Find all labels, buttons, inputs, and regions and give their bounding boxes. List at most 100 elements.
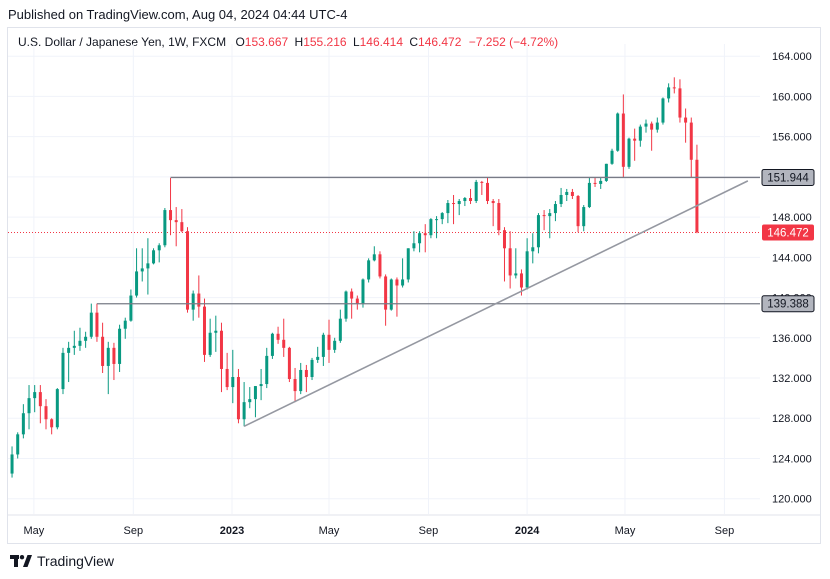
y-tick-label: 160.000 bbox=[772, 91, 812, 103]
candle-body bbox=[604, 163, 608, 181]
candle-body bbox=[508, 248, 512, 276]
candle-body bbox=[21, 413, 25, 435]
candle-body bbox=[129, 295, 133, 321]
candle-body bbox=[695, 159, 699, 233]
candle-body bbox=[457, 201, 461, 205]
candle-body bbox=[667, 87, 671, 99]
open-value: 153.667 bbox=[244, 35, 289, 49]
candle-body bbox=[270, 333, 274, 356]
high-label: H bbox=[294, 35, 304, 49]
candle-body bbox=[231, 377, 235, 388]
x-tick-label: May bbox=[319, 525, 340, 537]
candle-body bbox=[327, 334, 331, 350]
candle-body bbox=[565, 191, 569, 195]
candle-body bbox=[536, 215, 540, 248]
y-tick-label: 124.000 bbox=[772, 453, 812, 465]
tradingview-brand[interactable]: TradingView bbox=[10, 553, 114, 569]
candle-body bbox=[55, 389, 59, 428]
published-caption: Published on TradingView.com, Aug 04, 20… bbox=[8, 7, 348, 22]
candle-body bbox=[355, 298, 359, 304]
candle-body bbox=[67, 347, 71, 353]
candle-body bbox=[33, 392, 37, 399]
candle-body bbox=[452, 203, 456, 205]
candle-body bbox=[486, 182, 490, 202]
change-value: −7.252 (−4.72%) bbox=[468, 35, 559, 49]
candle-body bbox=[157, 245, 161, 251]
x-tick-label: May bbox=[23, 525, 44, 537]
candle-body bbox=[89, 312, 93, 337]
candle-body bbox=[389, 279, 393, 310]
x-tick-label: 2023 bbox=[220, 525, 244, 537]
x-tick-label: Sep bbox=[715, 525, 735, 537]
candle-body bbox=[519, 273, 523, 288]
candle-body bbox=[16, 434, 20, 455]
candle-body bbox=[84, 336, 88, 341]
candle-body bbox=[169, 210, 173, 221]
candle-body bbox=[610, 150, 614, 164]
candle-body bbox=[514, 273, 518, 276]
candle-body bbox=[463, 198, 467, 202]
candle-body bbox=[316, 356, 320, 360]
candle-body bbox=[548, 213, 552, 217]
candle-body bbox=[491, 201, 495, 204]
level-price-tag-box bbox=[761, 168, 815, 186]
tradingview-logo-icon bbox=[10, 555, 32, 567]
candle-body bbox=[140, 268, 144, 272]
candle-body bbox=[101, 336, 105, 366]
candle-body bbox=[655, 122, 659, 130]
candle-body bbox=[502, 230, 506, 249]
trend-line bbox=[243, 180, 749, 428]
x-tick-label: Sep bbox=[419, 525, 439, 537]
candle-body bbox=[38, 392, 42, 407]
candle-body bbox=[208, 332, 212, 355]
candle-body bbox=[50, 419, 54, 428]
level-price-tag-label: 139.388 bbox=[767, 299, 809, 311]
level-price-tag-box bbox=[761, 295, 815, 313]
chart-frame bbox=[7, 27, 821, 544]
candle-body bbox=[469, 198, 473, 202]
candle-body bbox=[367, 260, 371, 280]
candle-body bbox=[531, 247, 535, 252]
candle-body bbox=[633, 138, 637, 141]
last-price-tag-label: 146.472 bbox=[767, 227, 809, 239]
candle-body bbox=[282, 339, 286, 348]
candle-body bbox=[418, 233, 422, 244]
candle-body bbox=[276, 333, 280, 340]
candle-body bbox=[638, 126, 642, 141]
candle-body bbox=[123, 320, 127, 329]
last-price-tag-box bbox=[762, 224, 814, 241]
candle-body bbox=[202, 306, 206, 355]
candle-body bbox=[553, 204, 557, 214]
candle-body bbox=[174, 220, 178, 223]
candle-body bbox=[78, 340, 82, 346]
candle-body bbox=[378, 254, 382, 277]
candle-body bbox=[248, 399, 252, 403]
y-tick-label: 120.000 bbox=[772, 494, 812, 506]
candle-body bbox=[112, 347, 116, 364]
y-tick-label: 164.000 bbox=[772, 51, 812, 63]
candle-body bbox=[672, 87, 676, 89]
candle-body bbox=[186, 231, 190, 310]
x-tick-label: Sep bbox=[124, 525, 144, 537]
candle-body bbox=[118, 328, 122, 364]
low-value: 146.414 bbox=[359, 35, 404, 49]
open-label: O bbox=[235, 35, 245, 49]
close-label: C bbox=[409, 35, 419, 49]
candle-body bbox=[497, 203, 501, 231]
candle-body bbox=[214, 330, 218, 333]
x-tick-label: May bbox=[615, 525, 636, 537]
candle-body bbox=[72, 345, 76, 348]
high-value: 155.216 bbox=[303, 35, 347, 49]
candle-body bbox=[661, 98, 665, 123]
candle-body bbox=[333, 340, 337, 350]
brand-name: TradingView bbox=[37, 553, 115, 569]
candle-body bbox=[27, 398, 31, 414]
candle-body bbox=[684, 117, 688, 123]
candle-body bbox=[106, 347, 110, 366]
y-tick-label: 132.000 bbox=[772, 373, 812, 385]
x-tick-label: 2024 bbox=[515, 525, 540, 537]
candle-body bbox=[61, 352, 65, 390]
candle-body bbox=[627, 138, 631, 167]
candle-body bbox=[559, 194, 563, 205]
